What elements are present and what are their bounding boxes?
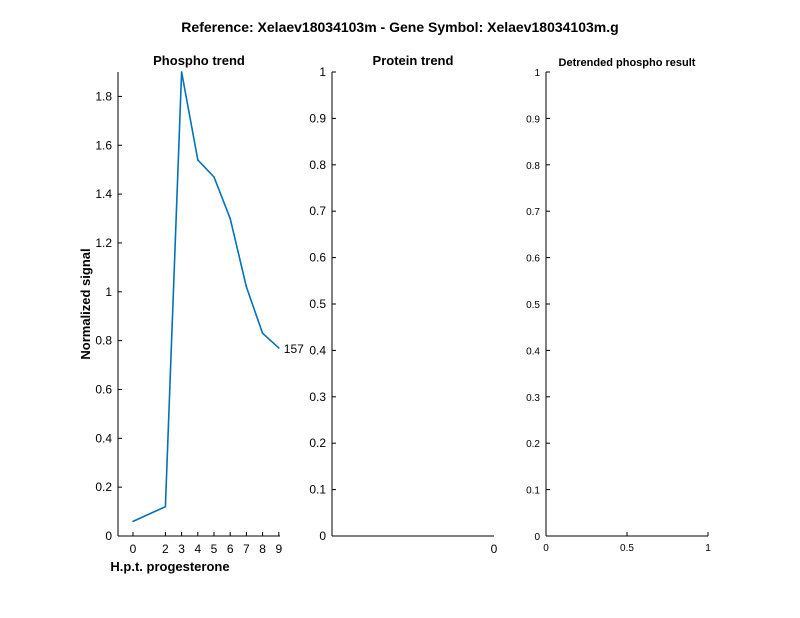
y-tick-label: 0.2 [526, 439, 540, 450]
y-tick-label: 0.8 [95, 334, 112, 348]
y-tick-label: 0.8 [526, 161, 540, 172]
x-tick-label: 7 [243, 542, 250, 556]
y-tick-label: 1.8 [95, 89, 112, 103]
protein-trend-panel: Protein trend 00.10.20.30.40.50.60.70.80… [309, 53, 497, 556]
detrended-panel: Detrended phospho result 0 0.1 0.2 0.3 0.4 0.… [526, 57, 711, 554]
phospho-trend-panel: Phospho trend 0 0.2 0.4 0.6 0.8 1 1.2 1.4 1.6 1.8… [78, 53, 304, 574]
y-tick-label: 0.5 [309, 297, 326, 311]
y-tick-label: 0.6 [526, 254, 540, 265]
y-tick-label: 1 [534, 68, 540, 79]
y-tick-label: 0.2 [309, 436, 326, 450]
x-tick-label: 5 [211, 542, 218, 556]
y-tick-label: 0.2 [95, 480, 112, 494]
y-tick-label: 0.1 [526, 486, 540, 497]
phospho-x-axis-label: H.p.t. progesterone [110, 559, 229, 574]
x-tick-label: 0 [543, 543, 549, 554]
phospho-data-point [229, 217, 231, 220]
y-tick-label: 1.2 [95, 236, 112, 250]
x-tick-label: 0.5 [620, 543, 634, 554]
y-tick-label: 0.4 [526, 346, 540, 357]
y-tick-label: 0.9 [526, 114, 540, 125]
x-tick-label: 9 [275, 542, 282, 556]
x-tick-label: 8 [259, 542, 266, 556]
y-tick-label: 0.3 [309, 390, 326, 404]
phospho-data-point [197, 159, 199, 161]
x-tick-label: 0 [491, 542, 498, 556]
y-tick-label: 0.6 [95, 382, 112, 396]
x-tick-label: 1 [705, 543, 711, 554]
phospho-data-point [180, 71, 183, 73]
phospho-y-ticks: 0 0.2 0.4 0.6 0.8 1 1.2 1.4 1.6 1.8 [95, 89, 122, 543]
y-tick-label: 0.1 [309, 483, 326, 497]
phospho-series-line [132, 71, 280, 523]
y-tick-label: 0 [105, 529, 112, 543]
phospho-series: 157 [132, 71, 304, 523]
detrended-y-ticks: 0 0.1 0.2 0.3 0.4 0.5 0.6 0.7 0.8 0.9 1 [526, 68, 550, 543]
y-tick-label: 0.7 [309, 204, 326, 218]
phospho-data-point [164, 505, 167, 508]
y-tick-label: 0 [534, 532, 540, 543]
phospho-y-axis-label: Normalized signal [78, 248, 93, 359]
y-tick-label: 0 [319, 529, 326, 543]
phospho-data-point [261, 332, 264, 335]
y-tick-label: 0.4 [309, 343, 326, 357]
series-end-label: 157 [284, 342, 304, 356]
x-tick-label: 3 [178, 542, 185, 556]
x-tick-label: 2 [162, 542, 169, 556]
figure-title: Reference: Xelaev18034103m - Gene Symbol… [181, 19, 618, 35]
protein-trend-title: Protein trend [373, 53, 454, 68]
y-tick-label: 1 [105, 285, 112, 299]
protein-y-ticks: 0 0.1 0.2 0.3 0.4 0.5 0.6 0.7 0.8 0.9 1 [309, 65, 336, 543]
x-tick-label: 0 [130, 542, 137, 556]
y-tick-label: 0.9 [309, 111, 326, 125]
y-tick-label: 0.6 [309, 251, 326, 265]
y-tick-label: 0.8 [309, 158, 326, 172]
phospho-data-point [213, 176, 215, 178]
protein-x-ticks: 0 [491, 542, 498, 556]
y-tick-label: 1 [319, 65, 326, 79]
phospho-data-point [245, 286, 248, 288]
x-tick-label: 6 [227, 542, 234, 556]
phospho-trend-title: Phospho trend [153, 53, 245, 68]
y-tick-label: 1.6 [95, 138, 112, 152]
y-tick-label: 0.5 [526, 300, 540, 311]
y-tick-label: 0.3 [526, 393, 540, 404]
detrended-x-ticks: 0 0.5 1 [543, 532, 711, 554]
y-tick-label: 0.7 [526, 207, 540, 218]
phospho-data-point [132, 520, 134, 523]
phospho-data-point [278, 347, 280, 349]
x-tick-label: 4 [194, 542, 201, 556]
detrended-title: Detrended phospho result [559, 57, 696, 69]
y-tick-label: 1.4 [95, 187, 112, 201]
y-tick-label: 0.4 [95, 431, 112, 445]
